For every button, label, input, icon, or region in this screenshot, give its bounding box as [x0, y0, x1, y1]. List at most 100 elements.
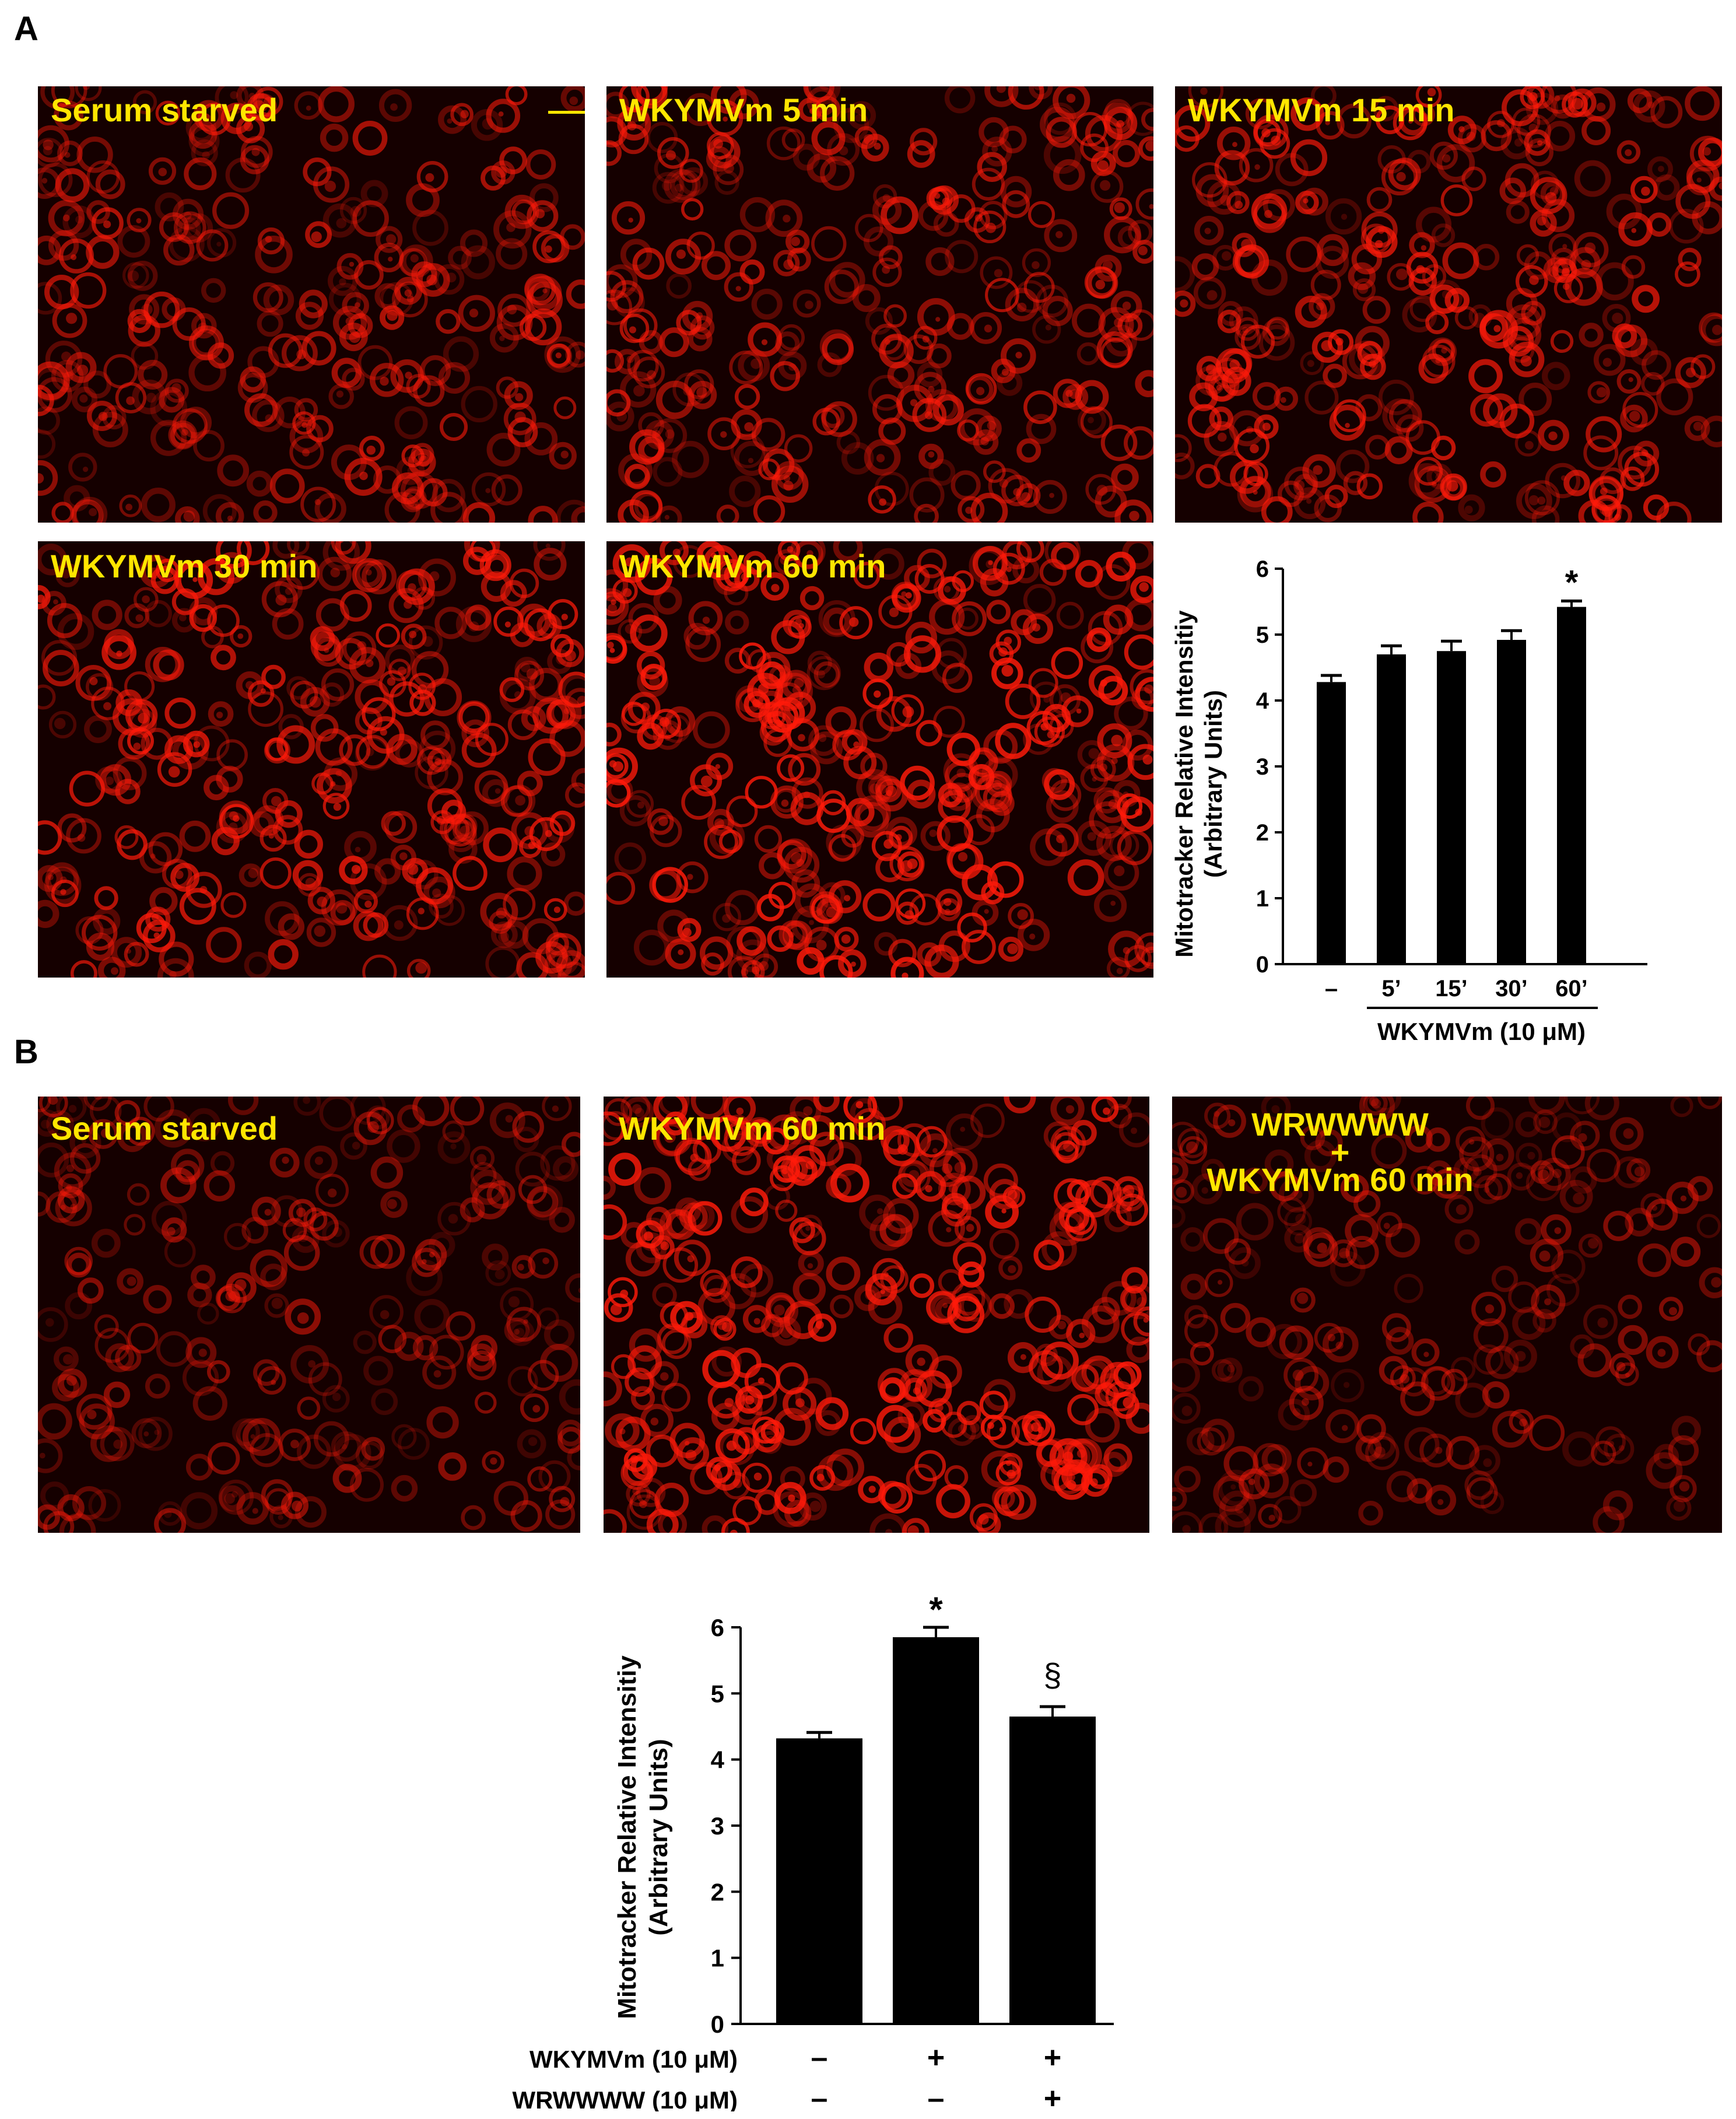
- cell: [862, 888, 896, 922]
- x-tick-label: –: [1325, 976, 1338, 1001]
- cell: [962, 930, 996, 964]
- cell: [1331, 1368, 1365, 1403]
- cell: [704, 825, 738, 859]
- cell: [685, 626, 721, 663]
- micrograph-a-wkymvm-15min: WKYMVm 15 min: [1175, 86, 1722, 523]
- cell: [970, 492, 1008, 523]
- cell: [1335, 449, 1370, 484]
- cell: [1135, 677, 1153, 712]
- cell: [1089, 1176, 1122, 1209]
- cell-spot: [653, 430, 661, 438]
- cell: [731, 409, 762, 440]
- cell: [608, 1153, 642, 1186]
- cell: [711, 86, 747, 114]
- cell: [1238, 1376, 1264, 1402]
- cell: [394, 406, 428, 440]
- cell: [803, 86, 834, 103]
- cell-spot: [816, 1473, 825, 1481]
- cell-spot: [1588, 1238, 1599, 1249]
- cell-spot: [1214, 1111, 1220, 1117]
- cell: [236, 1418, 270, 1452]
- cell-spot: [885, 786, 897, 797]
- cell: [914, 503, 939, 523]
- cell: [1316, 246, 1349, 279]
- cell: [1414, 457, 1443, 486]
- cell: [1096, 825, 1132, 861]
- cell: [711, 1403, 739, 1431]
- cell: [211, 645, 236, 671]
- cell: [95, 766, 122, 794]
- cell-spot: [696, 387, 707, 398]
- cell: [500, 785, 532, 817]
- cell-spot: [1066, 1225, 1074, 1233]
- cell: [1500, 127, 1533, 160]
- cell: [1180, 1273, 1207, 1300]
- cell-spot: [876, 1208, 883, 1214]
- cell: [482, 1451, 504, 1473]
- cell-spot: [1612, 313, 1623, 324]
- cell: [500, 580, 527, 607]
- cell-spot: [48, 874, 54, 881]
- cell-spot: [1634, 1167, 1644, 1177]
- cell: [1017, 919, 1050, 951]
- cell-spot: [60, 889, 66, 895]
- cell: [416, 867, 454, 905]
- cell: [43, 650, 79, 687]
- y-tick-label: 4: [1256, 688, 1269, 714]
- cell: [672, 440, 710, 478]
- cell-spot: [1307, 1462, 1313, 1467]
- cell: [1485, 1173, 1512, 1200]
- cell: [819, 329, 854, 363]
- cell: [1093, 787, 1120, 814]
- cell: [172, 198, 204, 230]
- cell-spot: [942, 1302, 948, 1308]
- cell: [469, 1146, 495, 1171]
- cell: [544, 812, 575, 843]
- cell: [606, 401, 634, 432]
- cell: [952, 601, 987, 636]
- cell: [1125, 101, 1153, 136]
- cell: [1481, 1138, 1514, 1171]
- cell: [172, 408, 208, 444]
- cell: [1518, 382, 1552, 416]
- cell: [193, 430, 225, 462]
- cell: [1117, 793, 1143, 819]
- cell: [138, 1416, 173, 1451]
- cell: [185, 1337, 217, 1368]
- cells: [38, 541, 585, 978]
- cell: [804, 1115, 836, 1147]
- panel-letter-b: B: [14, 1033, 38, 1071]
- cell-spot: [1088, 748, 1100, 759]
- cell: [952, 1242, 986, 1276]
- condition-sign: +: [1044, 2082, 1061, 2111]
- cell: [1422, 344, 1456, 378]
- cell: [1325, 198, 1362, 235]
- cell: [143, 1097, 174, 1122]
- cell-spot: [268, 833, 274, 839]
- cell: [1290, 97, 1324, 131]
- cell: [278, 913, 305, 940]
- cell-spot: [433, 1370, 441, 1378]
- cell: [525, 308, 562, 346]
- cell: [604, 1371, 622, 1407]
- cell: [1340, 1174, 1369, 1203]
- cell: [1696, 1214, 1721, 1238]
- cell: [1551, 1249, 1586, 1284]
- cell: [481, 165, 506, 191]
- cell: [823, 607, 851, 636]
- cell: [985, 278, 1019, 313]
- cell: [544, 336, 581, 373]
- cell: [538, 1460, 571, 1493]
- cell: [1187, 404, 1222, 438]
- cell: [461, 733, 497, 768]
- cell: [117, 1122, 148, 1153]
- cell: [765, 199, 803, 237]
- cell-spot: [1135, 808, 1142, 816]
- cell: [156, 1331, 192, 1367]
- cell-spot: [1232, 142, 1237, 148]
- cell: [180, 407, 212, 439]
- cell: [328, 282, 362, 316]
- cell-spot: [171, 383, 181, 393]
- cell: [1217, 1357, 1243, 1383]
- cell: [619, 86, 650, 112]
